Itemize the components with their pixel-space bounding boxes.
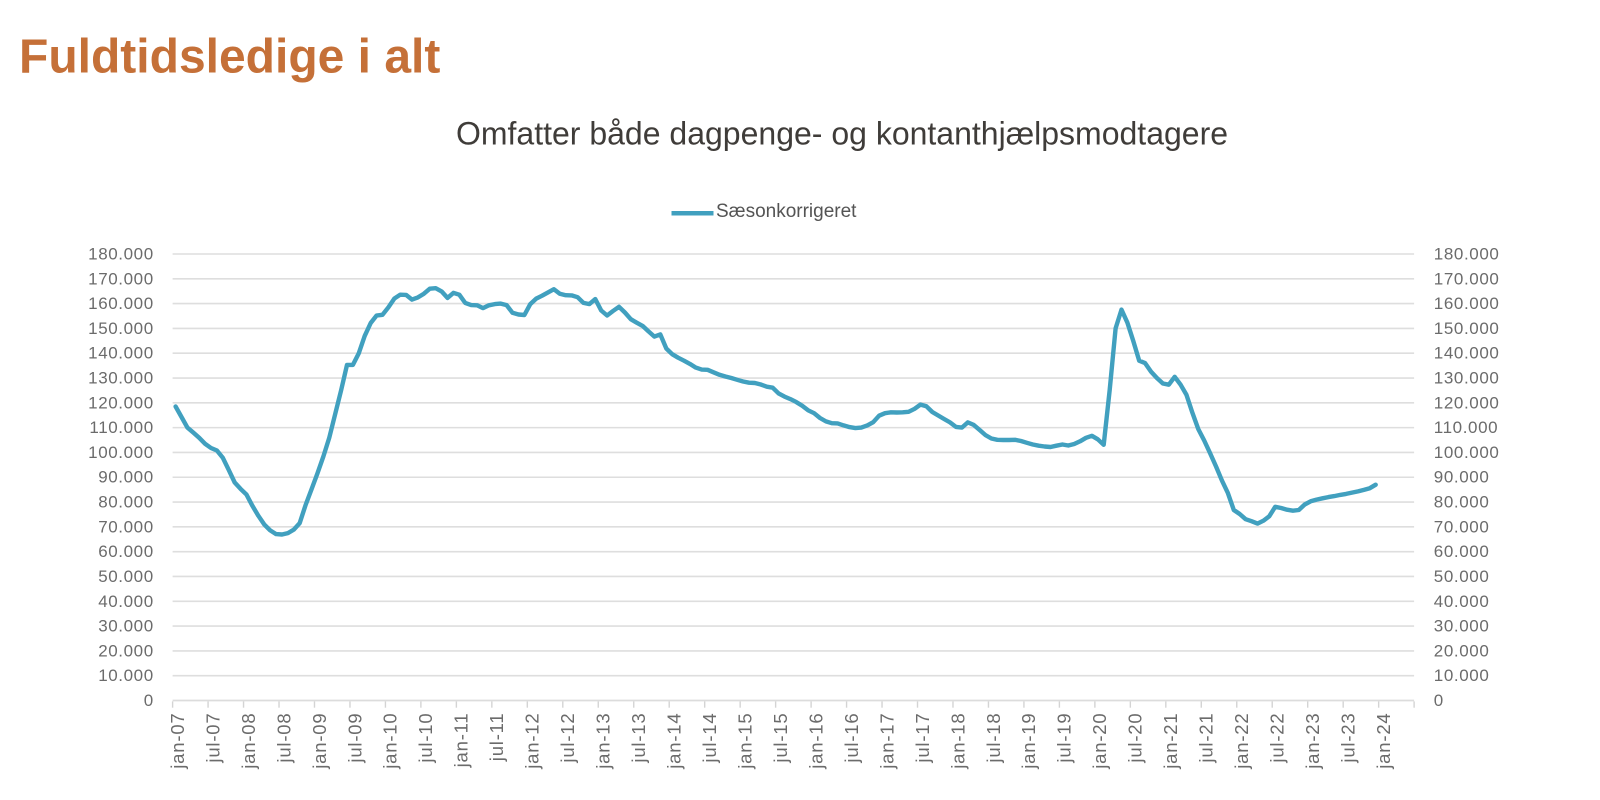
svg-text:jan-13: jan-13: [593, 713, 614, 770]
svg-text:jul-18: jul-18: [983, 713, 1004, 764]
svg-text:jan-18: jan-18: [947, 713, 968, 770]
svg-text:jan-17: jan-17: [876, 713, 897, 770]
svg-text:60.000: 60.000: [98, 542, 154, 561]
svg-text:180.000: 180.000: [88, 244, 154, 263]
svg-text:10.000: 10.000: [98, 666, 154, 685]
svg-text:jul-22: jul-22: [1266, 713, 1287, 764]
svg-text:jan-21: jan-21: [1160, 713, 1181, 770]
svg-text:jan-16: jan-16: [805, 713, 826, 770]
svg-text:jul-07: jul-07: [202, 713, 223, 764]
svg-text:jul-21: jul-21: [1196, 713, 1217, 764]
svg-text:jan-15: jan-15: [734, 713, 755, 770]
svg-text:Sæsonkorrigeret: Sæsonkorrigeret: [716, 201, 857, 222]
svg-text:40.000: 40.000: [1434, 592, 1490, 611]
svg-text:10.000: 10.000: [1434, 666, 1490, 685]
svg-text:jan-07: jan-07: [167, 713, 188, 770]
svg-text:jan-10: jan-10: [380, 713, 401, 770]
svg-text:30.000: 30.000: [98, 617, 154, 636]
svg-text:150.000: 150.000: [1434, 319, 1500, 338]
svg-text:jul-12: jul-12: [557, 713, 578, 764]
svg-text:jul-11: jul-11: [486, 713, 507, 763]
svg-text:jan-20: jan-20: [1089, 713, 1110, 770]
svg-text:150.000: 150.000: [88, 319, 154, 338]
svg-text:80.000: 80.000: [98, 493, 154, 512]
svg-text:20.000: 20.000: [98, 641, 154, 660]
svg-text:jul-23: jul-23: [1337, 713, 1358, 764]
svg-text:jan-22: jan-22: [1231, 713, 1252, 770]
svg-text:160.000: 160.000: [1434, 294, 1500, 313]
svg-text:130.000: 130.000: [1434, 368, 1500, 387]
svg-text:170.000: 170.000: [88, 269, 154, 288]
svg-text:110.000: 110.000: [89, 418, 153, 437]
svg-text:80.000: 80.000: [1434, 493, 1490, 512]
svg-text:jan-08: jan-08: [238, 713, 259, 770]
svg-text:jan-23: jan-23: [1302, 713, 1323, 770]
svg-text:jan-19: jan-19: [1018, 713, 1039, 770]
svg-text:jul-09: jul-09: [344, 713, 365, 764]
svg-text:140.000: 140.000: [88, 344, 154, 363]
svg-text:jan-12: jan-12: [522, 713, 543, 770]
svg-text:Fuldtidsledige i alt: Fuldtidsledige i alt: [19, 31, 440, 84]
svg-text:jul-10: jul-10: [415, 713, 436, 764]
svg-text:70.000: 70.000: [1434, 517, 1490, 536]
svg-text:40.000: 40.000: [98, 592, 154, 611]
svg-text:50.000: 50.000: [98, 567, 154, 586]
svg-text:jul-19: jul-19: [1054, 713, 1075, 764]
svg-text:120.000: 120.000: [88, 393, 154, 412]
svg-text:60.000: 60.000: [1434, 542, 1490, 561]
svg-text:100.000: 100.000: [88, 443, 154, 462]
svg-text:170.000: 170.000: [1434, 269, 1500, 288]
svg-text:jul-14: jul-14: [699, 713, 720, 764]
svg-text:jan-11: jan-11: [451, 713, 472, 769]
svg-text:jul-20: jul-20: [1125, 713, 1146, 764]
svg-text:0: 0: [1434, 691, 1444, 710]
svg-text:120.000: 120.000: [1434, 393, 1500, 412]
svg-text:30.000: 30.000: [1434, 617, 1490, 636]
svg-text:160.000: 160.000: [88, 294, 154, 313]
svg-text:90.000: 90.000: [1434, 468, 1490, 487]
svg-text:Omfatter både dagpenge- og kon: Omfatter både dagpenge- og kontanthjælps…: [456, 116, 1228, 152]
svg-text:20.000: 20.000: [1434, 641, 1490, 660]
svg-text:90.000: 90.000: [98, 468, 154, 487]
svg-text:130.000: 130.000: [88, 368, 154, 387]
svg-text:0: 0: [144, 691, 154, 710]
svg-text:jul-15: jul-15: [770, 713, 791, 764]
svg-text:100.000: 100.000: [1434, 443, 1500, 462]
svg-text:jul-08: jul-08: [273, 713, 294, 764]
svg-text:jul-16: jul-16: [841, 713, 862, 764]
svg-text:50.000: 50.000: [1434, 567, 1490, 586]
svg-text:jul-17: jul-17: [912, 713, 933, 764]
svg-text:jan-09: jan-09: [309, 713, 330, 770]
svg-text:jan-14: jan-14: [663, 713, 684, 770]
svg-text:110.000: 110.000: [1434, 418, 1498, 437]
svg-text:70.000: 70.000: [98, 517, 154, 536]
svg-text:180.000: 180.000: [1434, 244, 1500, 263]
svg-text:jul-13: jul-13: [628, 713, 649, 764]
svg-text:140.000: 140.000: [1434, 344, 1500, 363]
svg-text:jan-24: jan-24: [1373, 713, 1394, 770]
